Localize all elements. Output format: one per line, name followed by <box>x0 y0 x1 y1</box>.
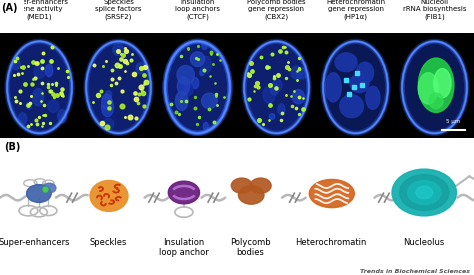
Ellipse shape <box>58 109 66 123</box>
Ellipse shape <box>429 93 443 109</box>
Ellipse shape <box>356 62 374 83</box>
Ellipse shape <box>418 58 454 112</box>
Ellipse shape <box>292 90 304 104</box>
Ellipse shape <box>113 43 124 56</box>
Ellipse shape <box>7 41 72 133</box>
Ellipse shape <box>103 119 114 130</box>
Ellipse shape <box>177 65 194 84</box>
Text: Heterochromatin
gene repression
(HP1α): Heterochromatin gene repression (HP1α) <box>326 0 385 20</box>
Circle shape <box>392 169 456 216</box>
Text: Nucleoli
rRNA biosynthesis
(FIB1): Nucleoli rRNA biosynthesis (FIB1) <box>403 0 466 20</box>
Ellipse shape <box>18 113 27 125</box>
Ellipse shape <box>175 92 188 110</box>
Text: 5 μm: 5 μm <box>447 119 461 124</box>
Circle shape <box>43 183 56 193</box>
Ellipse shape <box>297 68 307 79</box>
Ellipse shape <box>269 114 275 119</box>
Text: Speckles
splice factors
(SRSF2): Speckles splice factors (SRSF2) <box>95 0 142 20</box>
Ellipse shape <box>33 89 44 106</box>
Ellipse shape <box>34 65 45 78</box>
Ellipse shape <box>350 74 369 93</box>
Ellipse shape <box>340 95 364 118</box>
Text: Trends in Biochemical Sciences: Trends in Biochemical Sciences <box>360 269 470 274</box>
Text: Speckles: Speckles <box>90 238 127 247</box>
Ellipse shape <box>335 53 357 72</box>
Ellipse shape <box>203 122 209 130</box>
Text: Insulation
loop anchors
(CTCF): Insulation loop anchors (CTCF) <box>175 0 220 20</box>
Text: Insulation
loop anchor: Insulation loop anchor <box>159 238 209 257</box>
Ellipse shape <box>323 41 388 133</box>
Ellipse shape <box>105 91 112 98</box>
Ellipse shape <box>177 77 190 95</box>
Ellipse shape <box>326 73 341 102</box>
Text: Polycomb
bodies: Polycomb bodies <box>230 238 271 257</box>
Ellipse shape <box>202 43 207 50</box>
Text: Super-enhancers: Super-enhancers <box>0 238 70 247</box>
Ellipse shape <box>418 73 438 104</box>
Text: Polycomb bodies
gene repression
(CBX2): Polycomb bodies gene repression (CBX2) <box>247 0 306 20</box>
Ellipse shape <box>278 104 285 115</box>
Ellipse shape <box>191 78 199 89</box>
Ellipse shape <box>102 99 108 105</box>
Ellipse shape <box>366 86 380 109</box>
Ellipse shape <box>101 97 113 117</box>
Ellipse shape <box>310 180 355 208</box>
Text: Heterochromatin: Heterochromatin <box>295 238 366 247</box>
Ellipse shape <box>165 41 230 133</box>
Ellipse shape <box>291 66 302 79</box>
Circle shape <box>168 181 200 204</box>
Text: (A): (A) <box>1 3 18 13</box>
Ellipse shape <box>136 63 145 74</box>
Circle shape <box>238 186 264 204</box>
Ellipse shape <box>102 94 112 109</box>
Ellipse shape <box>200 56 211 73</box>
Text: Super-enhancers
gene activity
(MED1): Super-enhancers gene activity (MED1) <box>10 0 69 20</box>
Ellipse shape <box>26 102 32 109</box>
Ellipse shape <box>402 41 467 133</box>
Circle shape <box>250 178 271 193</box>
Ellipse shape <box>184 83 193 95</box>
Ellipse shape <box>270 83 279 95</box>
Ellipse shape <box>177 97 184 104</box>
Ellipse shape <box>200 70 204 76</box>
Ellipse shape <box>244 41 309 133</box>
Ellipse shape <box>191 52 205 67</box>
Circle shape <box>408 180 441 205</box>
Ellipse shape <box>86 41 151 133</box>
Circle shape <box>400 175 449 210</box>
Ellipse shape <box>12 57 20 70</box>
Ellipse shape <box>165 41 230 133</box>
Ellipse shape <box>46 64 53 77</box>
Ellipse shape <box>90 180 128 211</box>
Ellipse shape <box>27 185 51 202</box>
Ellipse shape <box>47 100 59 112</box>
Ellipse shape <box>434 68 451 98</box>
Ellipse shape <box>263 86 275 103</box>
Ellipse shape <box>272 79 282 92</box>
Ellipse shape <box>201 93 217 109</box>
Text: Nucleolus: Nucleolus <box>403 238 445 247</box>
Circle shape <box>416 186 433 199</box>
Circle shape <box>231 178 252 193</box>
Text: (B): (B) <box>4 142 20 152</box>
